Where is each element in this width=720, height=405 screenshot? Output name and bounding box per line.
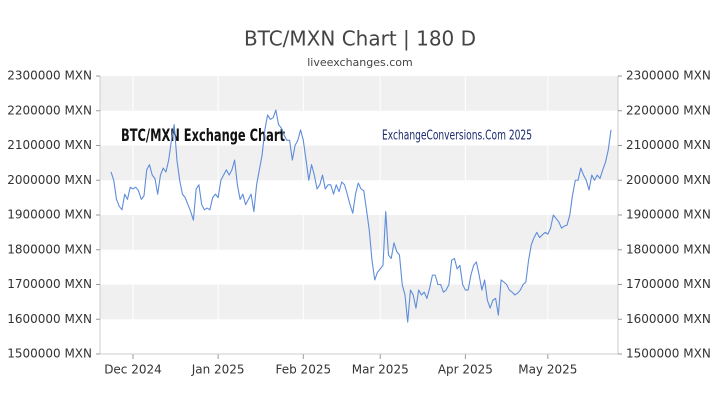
y2-tick-label: 1500000 MXN	[626, 347, 711, 361]
grid-band	[100, 249, 618, 285]
y2-tick-label: 1600000 MXN	[626, 312, 711, 326]
y-tick-label: 1600000 MXN	[7, 312, 92, 326]
y2-tick-label: 2000000 MXN	[626, 173, 711, 187]
y-tick-label: 1800000 MXN	[7, 242, 92, 256]
x-tick-label: Mar 2025	[352, 363, 409, 377]
chart-subtitle: liveexchanges.com	[307, 56, 412, 69]
y2-tick-label: 1800000 MXN	[626, 242, 711, 256]
grid-band	[100, 284, 618, 320]
y2-tick-label: 1700000 MXN	[626, 277, 711, 291]
x-tick-label: Dec 2024	[104, 363, 162, 377]
x-tick-label: Feb 2025	[276, 363, 332, 377]
grid-band	[100, 110, 618, 146]
grid-band	[100, 319, 618, 354]
y-tick-label: 1900000 MXN	[7, 208, 92, 222]
y2-tick-label: 1900000 MXN	[626, 208, 711, 222]
x-tick-label: Jan 2025	[191, 363, 245, 377]
y2-tick-label: 2300000 MXN	[626, 69, 711, 83]
grid-band	[100, 180, 618, 215]
y2-tick-label: 2200000 MXN	[626, 103, 711, 117]
y-tick-label: 1500000 MXN	[7, 347, 92, 361]
x-tick-label: Apr 2025	[438, 363, 493, 377]
price-line	[110, 109, 612, 323]
y-tick-label: 2200000 MXN	[7, 103, 92, 117]
y-tick-label: 2300000 MXN	[7, 69, 92, 83]
grid-band	[100, 215, 618, 250]
x-tick-label: May 2025	[518, 363, 577, 377]
annotation: BTC/MXN Exchange Chart	[121, 126, 285, 146]
chart-title: BTC/MXN Chart | 180 D	[244, 27, 476, 51]
annotation: ExchangeConversions.Com 2025	[382, 129, 532, 144]
grid-band	[100, 76, 618, 111]
y-tick-label: 2000000 MXN	[7, 173, 92, 187]
y-tick-label: 2100000 MXN	[7, 138, 92, 152]
y2-tick-label: 2100000 MXN	[626, 138, 711, 152]
y-tick-label: 1700000 MXN	[7, 277, 92, 291]
grid-band	[100, 145, 618, 181]
